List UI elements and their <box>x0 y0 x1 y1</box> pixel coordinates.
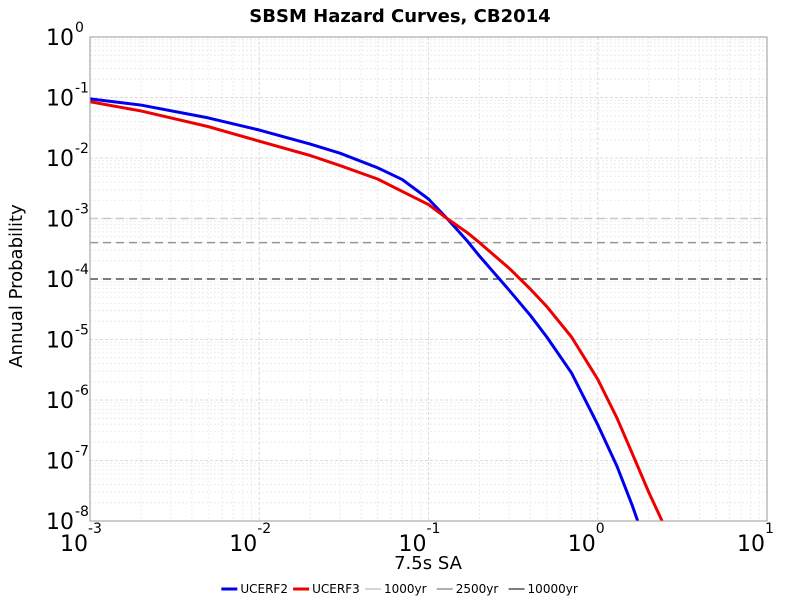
legend-item-10000yr: 10000yr <box>508 582 578 596</box>
y-tick-exponent: -8 <box>75 504 89 520</box>
y-tick-label: 10 -3 <box>46 202 89 233</box>
y-tick-base: 10 <box>46 329 74 354</box>
x-tick-label: 10-1 <box>399 521 441 557</box>
y-tick-base: 10 <box>46 510 74 535</box>
hazard-curves <box>90 97 664 521</box>
x-tick-label: 100 <box>568 521 605 557</box>
y-tick-label: 10 -2 <box>46 141 89 172</box>
x-tick-exponent: -3 <box>88 521 102 537</box>
x-tick-base: 10 <box>399 532 427 557</box>
y-tick-exponent: -6 <box>75 383 89 399</box>
y-tick-base: 10 <box>46 208 74 233</box>
plot-border <box>89 36 768 522</box>
legend-item-UCERF3: UCERF3 <box>293 582 360 596</box>
y-axis-label: Annual Probability <box>6 204 27 368</box>
legend-item-UCERF2: UCERF2 <box>221 582 288 596</box>
x-tick-base: 10 <box>568 532 596 557</box>
chart-title: SBSM Hazard Curves, CB2014 <box>249 6 550 27</box>
series-line-UCERF3 <box>90 100 664 521</box>
y-tick-base: 10 <box>46 26 74 51</box>
y-tick-base: 10 <box>46 268 74 293</box>
y-tick-exponent: -5 <box>75 323 89 339</box>
x-tick-exponent: 1 <box>765 521 774 537</box>
y-tick-label: 10 -8 <box>46 504 89 535</box>
x-axis-label: 7.5s SA <box>394 553 462 574</box>
legend-item-2500yr: 2500yr <box>436 582 499 596</box>
y-tick-exponent: 0 <box>75 20 84 36</box>
x-tick-base: 10 <box>60 532 88 557</box>
legend-item-1000yr: 1000yr <box>364 582 427 596</box>
y-tick-base: 10 <box>46 450 74 475</box>
x-tick-exponent: 0 <box>596 521 605 537</box>
x-tick-base: 10 <box>737 532 765 557</box>
x-tick-label: 101 <box>737 521 774 557</box>
legend-label: UCERF3 <box>312 582 360 596</box>
y-tick-label: 10 -1 <box>46 81 89 112</box>
x-tick-exponent: -1 <box>427 521 441 537</box>
y-tick-exponent: -1 <box>75 81 89 97</box>
y-tick-base: 10 <box>46 87 74 112</box>
y-tick-label: 10 0 <box>46 20 84 51</box>
y-tick-base: 10 <box>46 389 74 414</box>
y-tick-base: 10 <box>46 147 74 172</box>
y-tick-label: 10 -6 <box>46 383 89 414</box>
x-tick-label: 10-3 <box>60 521 102 557</box>
y-tick-label: 10 -5 <box>46 323 89 354</box>
x-tick-base: 10 <box>229 532 257 557</box>
legend-label: 10000yr <box>528 582 578 596</box>
legend-label: 1000yr <box>384 582 427 596</box>
y-tick-label: 10 -4 <box>46 262 89 293</box>
reference-lines <box>90 217 767 280</box>
y-tick-exponent: -2 <box>75 141 89 157</box>
x-tick-exponent: -2 <box>257 521 271 537</box>
y-tick-exponent: -3 <box>75 202 89 218</box>
x-tick-label: 10-2 <box>229 521 271 557</box>
legend: UCERF2 UCERF3 1000yr 2500yr 10000yr <box>221 582 578 596</box>
y-tick-exponent: -4 <box>75 262 89 278</box>
legend-label: UCERF2 <box>240 582 288 596</box>
y-tick-label: 10 -7 <box>46 444 89 475</box>
series-line-UCERF2 <box>90 97 640 521</box>
legend-label: 2500yr <box>456 582 499 596</box>
y-tick-exponent: -7 <box>75 444 89 460</box>
